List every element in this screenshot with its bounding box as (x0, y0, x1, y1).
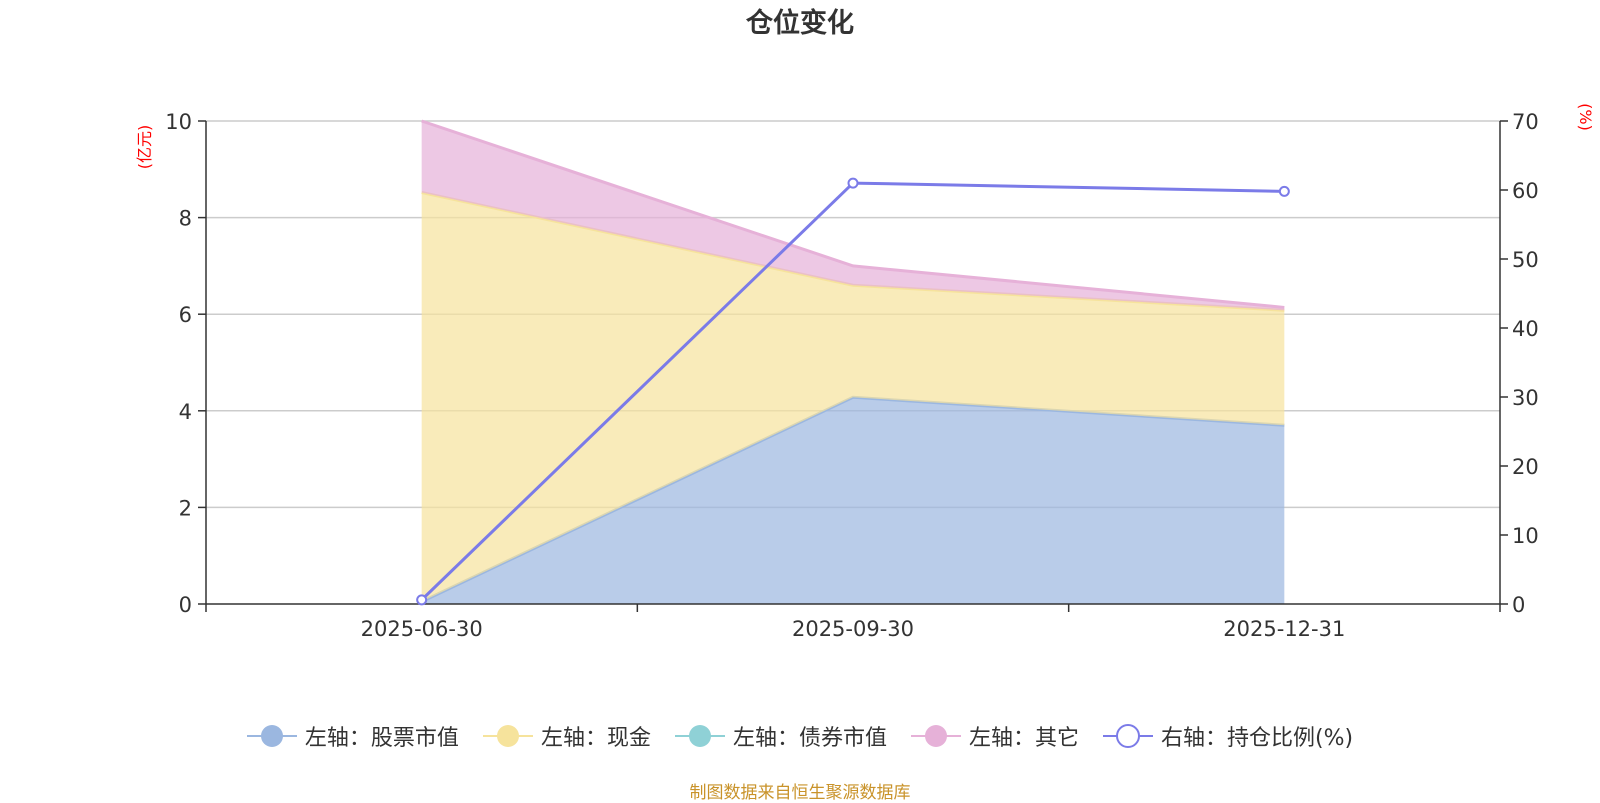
legend-line-icon (1102, 724, 1153, 748)
legend-label: 左轴：其它 (968, 726, 1079, 751)
legend-area-icon (482, 725, 533, 747)
y-left-tick-label: 2 (179, 496, 192, 520)
y-right-tick-label: 70 (1512, 110, 1539, 134)
chart-title: 仓位变化 (746, 8, 854, 39)
legend-item[interactable]: 左轴：其它 (910, 720, 1079, 752)
legend-item[interactable]: 左轴：现金 (482, 720, 651, 752)
area-fill (421, 192, 1285, 602)
area-fill (421, 397, 1285, 604)
legend-item[interactable]: 左轴：债券市值 (674, 720, 887, 752)
y-right-tick-label: 40 (1512, 317, 1539, 341)
y-right-unit: (%) (1576, 103, 1595, 131)
legend-item[interactable]: 右轴：持仓比例(%) (1102, 720, 1354, 752)
x-tick-label: 2025-09-30 (792, 617, 914, 641)
y-right-tick-label: 60 (1512, 179, 1539, 203)
legend-label: 右轴：持仓比例(%) (1160, 726, 1354, 751)
y-right-tick-label: 50 (1512, 248, 1539, 272)
y-right-tick-label: 20 (1512, 455, 1539, 479)
area-fill (421, 121, 1285, 311)
source-note: 制图数据来自恒生聚源数据库 (689, 783, 911, 803)
line-series (416, 177, 1290, 606)
y-left-tick-label: 0 (179, 593, 192, 617)
y-left-unit: (亿元) (135, 125, 154, 170)
y-left-tick-label: 4 (179, 400, 192, 424)
chart-canvas: 0 2 4 6 8 10 0 10 20 30 40 50 60 70 2025-06-30 2025-09-… (135, 103, 1595, 641)
y-right-tick-label: 10 (1512, 524, 1539, 548)
y-left-tick-label: 10 (165, 110, 192, 134)
y-right-tick-label: 30 (1512, 386, 1539, 410)
legend-label: 左轴：现金 (540, 726, 651, 751)
x-tick-label: 2025-12-31 (1223, 617, 1345, 641)
y-right-tick-label: 0 (1512, 593, 1525, 617)
legend-label: 左轴：股票市值 (304, 726, 459, 751)
ratio-point (847, 177, 859, 189)
y-left-tick-label: 8 (179, 207, 192, 231)
axis-labels: 0 2 4 6 8 10 0 10 20 30 40 50 60 70 2025-06-30 2025-09-… (135, 103, 1595, 641)
legend-label: 左轴：债券市值 (732, 726, 887, 751)
y-left-tick-label: 6 (179, 303, 192, 327)
x-tick-label: 2025-06-30 (361, 617, 483, 641)
legend-item[interactable]: 左轴：股票市值 (246, 720, 459, 752)
area-series (421, 119, 1285, 604)
ratio-point (416, 594, 428, 606)
legend-area-icon (910, 725, 961, 747)
legend: 左轴：股票市值 左轴：现金 左轴：债券市值 左轴：其它 右轴：持仓比例(%) (0, 716, 1600, 756)
area-line (421, 119, 1285, 309)
ratio-point (1278, 185, 1290, 197)
legend-area-icon (674, 725, 725, 747)
legend-area-icon (246, 725, 297, 747)
